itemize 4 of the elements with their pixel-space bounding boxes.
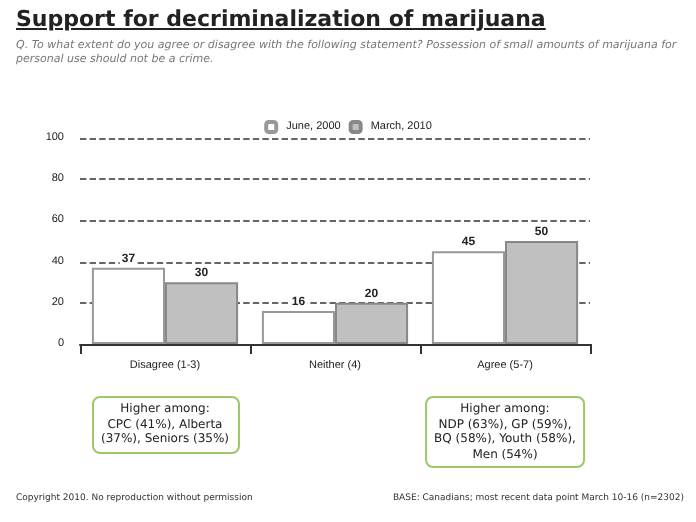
chart-title: Support for decriminalization of marijuana bbox=[16, 6, 546, 32]
bar bbox=[335, 302, 409, 344]
bar bbox=[165, 282, 239, 344]
bar bbox=[505, 241, 579, 344]
